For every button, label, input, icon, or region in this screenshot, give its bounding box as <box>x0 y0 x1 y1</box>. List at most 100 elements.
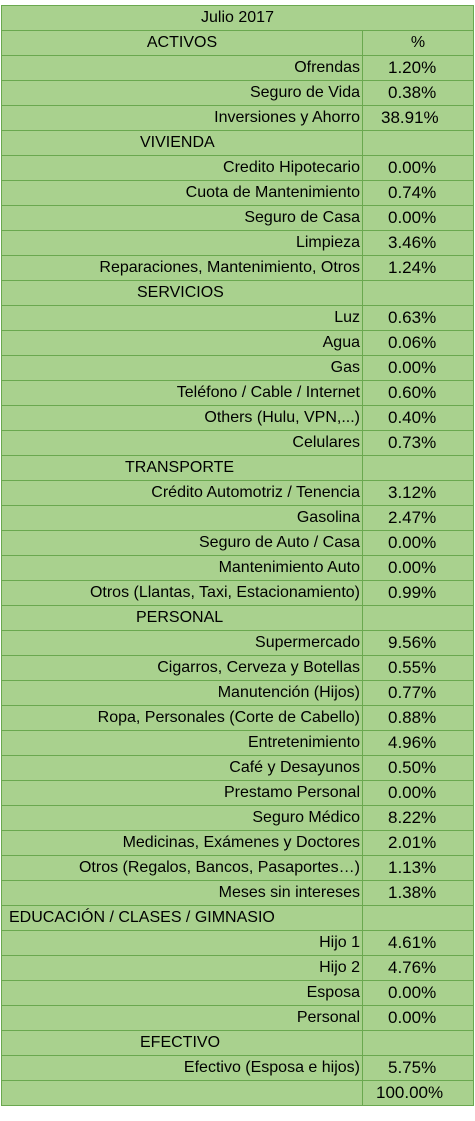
item-percent-cell[interactable]: 3.12% <box>361 480 475 506</box>
section-value-cell[interactable] <box>361 455 475 481</box>
item-percent-cell[interactable]: 0.73% <box>361 430 475 456</box>
item-label-cell[interactable]: Otros (Regalos, Bancos, Pasaportes…) <box>1 855 363 881</box>
item-percent-cell[interactable]: 1.20% <box>361 55 475 81</box>
item-percent-cell[interactable]: 0.60% <box>361 380 475 406</box>
item-percent-cell[interactable]: 4.76% <box>361 955 475 981</box>
section-value-cell[interactable] <box>361 605 475 631</box>
item-label-cell[interactable]: Hijo 1 <box>1 930 363 956</box>
item-percent-cell[interactable]: 3.46% <box>361 230 475 256</box>
item-label-cell[interactable]: Cuota de Mantenimiento <box>1 180 363 206</box>
item-percent-cell[interactable]: 0.00% <box>361 355 475 381</box>
section-label-cell[interactable]: EFECTIVO <box>1 1030 363 1056</box>
item-label-cell[interactable]: Others (Hulu, VPN,...) <box>1 405 363 431</box>
item-percent-cell[interactable]: 2.47% <box>361 505 475 531</box>
item-percent-cell[interactable]: 0.00% <box>361 530 475 556</box>
item-label-cell[interactable]: Agua <box>1 330 363 356</box>
section-label-cell[interactable]: EDUCACIÓN / CLASES / GIMNASIO <box>1 905 363 931</box>
item-label-cell[interactable]: Prestamo Personal <box>1 780 363 806</box>
item-percent-cell[interactable]: 0.99% <box>361 580 475 606</box>
item-percent-cell[interactable]: 0.00% <box>361 780 475 806</box>
item-label-cell[interactable]: Efectivo (Esposa e hijos) <box>1 1055 363 1081</box>
sheet-title[interactable]: Julio 2017 <box>0 5 475 31</box>
item-percent-cell[interactable]: 0.38% <box>361 80 475 106</box>
item-label-cell[interactable]: Supermercado <box>1 630 363 656</box>
item-label-cell[interactable]: Mantenimiento Auto <box>1 555 363 581</box>
section-label-cell[interactable]: PERSONAL <box>1 605 363 631</box>
item-percent-cell[interactable]: 0.00% <box>361 980 475 1006</box>
section-row: VIVIENDA <box>1 130 475 156</box>
item-percent-cell[interactable]: 4.61% <box>361 930 475 956</box>
table-row: Inversiones y Ahorro 38.91% <box>1 105 475 131</box>
item-percent-cell[interactable]: 0.00% <box>361 205 475 231</box>
item-label-cell[interactable]: Limpieza <box>1 230 363 256</box>
table-row: Seguro de Auto / Casa 0.00% <box>1 530 475 556</box>
item-label-cell[interactable]: Manutención (Hijos) <box>1 680 363 706</box>
section-value-cell[interactable] <box>361 280 475 306</box>
item-percent-cell[interactable]: 0.74% <box>361 180 475 206</box>
item-label-cell[interactable]: Teléfono / Cable / Internet <box>1 380 363 406</box>
item-label-cell[interactable]: Cigarros, Cerveza y Botellas <box>1 655 363 681</box>
item-label-cell[interactable]: Esposa <box>1 980 363 1006</box>
item-label-cell[interactable]: Ropa, Personales (Corte de Cabello) <box>1 705 363 731</box>
table-row: Gasolina 2.47% <box>1 505 475 531</box>
item-percent-cell[interactable]: 0.40% <box>361 405 475 431</box>
item-percent-cell[interactable]: 0.00% <box>361 1005 475 1031</box>
section-row: TRANSPORTE <box>1 455 475 481</box>
section-label-cell[interactable]: VIVIENDA <box>1 130 363 156</box>
total-value-cell[interactable]: 100.00% <box>361 1080 475 1106</box>
item-label-cell[interactable]: Celulares <box>1 430 363 456</box>
table-row: Café y Desayunos 0.50% <box>1 755 475 781</box>
item-percent-cell[interactable]: 4.96% <box>361 730 475 756</box>
header-label-cell[interactable]: ACTIVOS <box>1 30 363 56</box>
item-label-cell[interactable]: Seguro Médico <box>1 805 363 831</box>
item-label-cell[interactable]: Inversiones y Ahorro <box>1 105 363 131</box>
item-percent-cell[interactable]: 0.06% <box>361 330 475 356</box>
item-label-cell[interactable]: Reparaciones, Mantenimiento, Otros <box>1 255 363 281</box>
item-label-cell[interactable]: Crédito Automotriz / Tenencia <box>1 480 363 506</box>
item-percent-cell[interactable]: 1.38% <box>361 880 475 906</box>
item-percent-cell[interactable]: 0.63% <box>361 305 475 331</box>
item-label-cell[interactable]: Hijo 2 <box>1 955 363 981</box>
item-label-cell[interactable]: Gasolina <box>1 505 363 531</box>
item-percent-cell[interactable]: 0.50% <box>361 755 475 781</box>
item-label-cell[interactable]: Seguro de Vida <box>1 80 363 106</box>
item-label-cell[interactable]: Luz <box>1 305 363 331</box>
section-label-cell[interactable]: TRANSPORTE <box>1 455 363 481</box>
item-percent-cell[interactable]: 9.56% <box>361 630 475 656</box>
table-row: Others (Hulu, VPN,...) 0.40% <box>1 405 475 431</box>
item-percent-cell[interactable]: 2.01% <box>361 830 475 856</box>
item-label-cell[interactable]: Café y Desayunos <box>1 755 363 781</box>
item-label-cell[interactable]: Ofrendas <box>1 55 363 81</box>
item-label-cell[interactable]: Otros (Llantas, Taxi, Estacionamiento) <box>1 580 363 606</box>
item-label-cell[interactable]: Gas <box>1 355 363 381</box>
item-label-cell[interactable]: Personal <box>1 1005 363 1031</box>
item-percent-cell[interactable]: 1.24% <box>361 255 475 281</box>
item-label-cell[interactable]: Meses sin intereses <box>1 880 363 906</box>
table-row: Medicinas, Exámenes y Doctores 2.01% <box>1 830 475 856</box>
item-percent-cell[interactable]: 38.91% <box>361 105 475 131</box>
section-label-cell[interactable]: SERVICIOS <box>1 280 363 306</box>
item-percent-cell[interactable]: 0.00% <box>361 155 475 181</box>
item-label-cell[interactable]: Seguro de Auto / Casa <box>1 530 363 556</box>
item-label-cell[interactable]: Medicinas, Exámenes y Doctores <box>1 830 363 856</box>
table-row: Cuota de Mantenimiento 0.74% <box>1 180 475 206</box>
table-row: Meses sin intereses 1.38% <box>1 880 475 906</box>
item-percent-cell[interactable]: 0.88% <box>361 705 475 731</box>
item-percent-cell[interactable]: 1.13% <box>361 855 475 881</box>
item-label-cell[interactable]: Credito Hipotecario <box>1 155 363 181</box>
item-percent-cell[interactable]: 5.75% <box>361 1055 475 1081</box>
item-percent-cell[interactable]: 0.00% <box>361 555 475 581</box>
section-value-cell[interactable] <box>361 1030 475 1056</box>
total-label-cell[interactable] <box>1 1080 363 1106</box>
table-row: Seguro de Casa 0.00% <box>1 205 475 231</box>
table-row: Teléfono / Cable / Internet 0.60% <box>1 380 475 406</box>
section-row: SERVICIOS <box>1 280 475 306</box>
item-percent-cell[interactable]: 8.22% <box>361 805 475 831</box>
section-value-cell[interactable] <box>361 130 475 156</box>
item-percent-cell[interactable]: 0.77% <box>361 680 475 706</box>
section-value-cell[interactable] <box>361 905 475 931</box>
item-label-cell[interactable]: Seguro de Casa <box>1 205 363 231</box>
item-percent-cell[interactable]: 0.55% <box>361 655 475 681</box>
item-label-cell[interactable]: Entretenimiento <box>1 730 363 756</box>
header-percent-cell[interactable]: % <box>361 30 475 56</box>
